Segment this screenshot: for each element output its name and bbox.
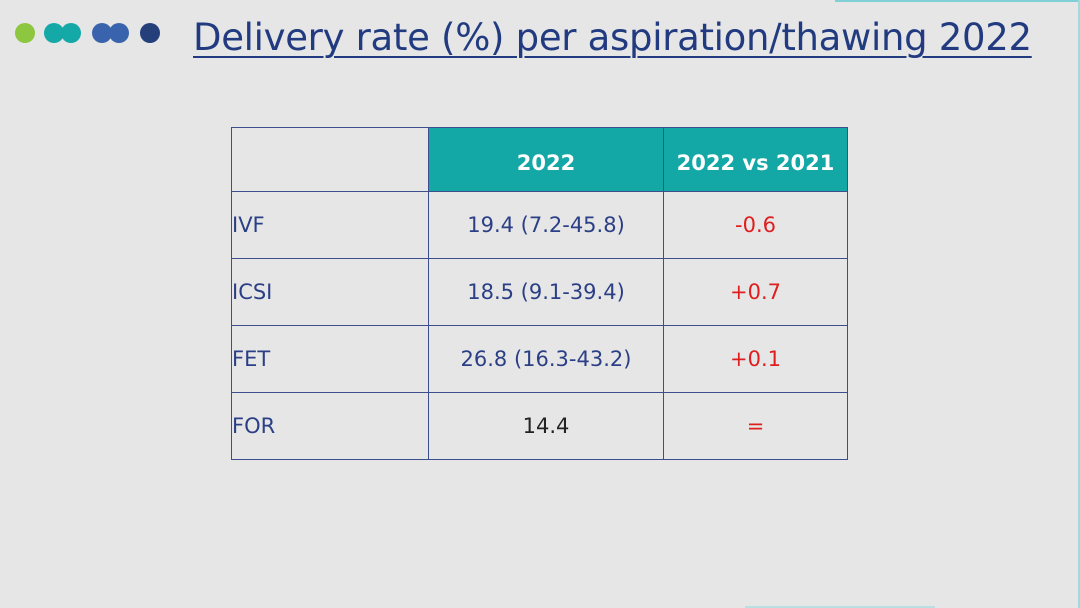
row-label: FOR (231, 392, 429, 460)
dot-navy (140, 23, 160, 43)
row-change: +0.1 (663, 325, 848, 393)
row-label: ICSI (231, 258, 429, 326)
accent-line-bottom (745, 606, 935, 608)
dot-green (15, 23, 35, 43)
row-label: FET (231, 325, 429, 393)
header-cell-2022-vs-2021: 2022 vs 2021 (663, 127, 848, 192)
dot-teal-1 (44, 23, 64, 43)
dot-blue-2 (109, 23, 129, 43)
table-row: ICSI 18.5 (9.1-39.4) +0.7 (231, 258, 848, 326)
table-row: IVF 19.4 (7.2-45.8) -0.6 (231, 191, 848, 259)
dot-teal-2 (61, 23, 81, 43)
row-change: +0.7 (663, 258, 848, 326)
table-row: FET 26.8 (16.3-43.2) +0.1 (231, 325, 848, 393)
row-value: 26.8 (16.3-43.2) (428, 325, 664, 393)
dot-blue-1 (92, 23, 112, 43)
decorative-dots (15, 23, 165, 45)
row-change: -0.6 (663, 191, 848, 259)
row-label: IVF (231, 191, 429, 259)
accent-line-top (835, 0, 1080, 2)
header-cell-2022: 2022 (428, 127, 664, 192)
row-value: 18.5 (9.1-39.4) (428, 258, 664, 326)
table-header-row: 2022 2022 vs 2021 (231, 127, 848, 192)
delivery-rate-table: 2022 2022 vs 2021 IVF 19.4 (7.2-45.8) -0… (231, 127, 848, 460)
slide-title: Delivery rate (%) per aspiration/thawing… (193, 16, 1032, 59)
table-row: FOR 14.4 = (231, 392, 848, 460)
header-cell-empty (231, 127, 429, 192)
row-value: 19.4 (7.2-45.8) (428, 191, 664, 259)
row-change: = (663, 392, 848, 460)
row-value: 14.4 (428, 392, 664, 460)
accent-line-right (1078, 0, 1080, 608)
